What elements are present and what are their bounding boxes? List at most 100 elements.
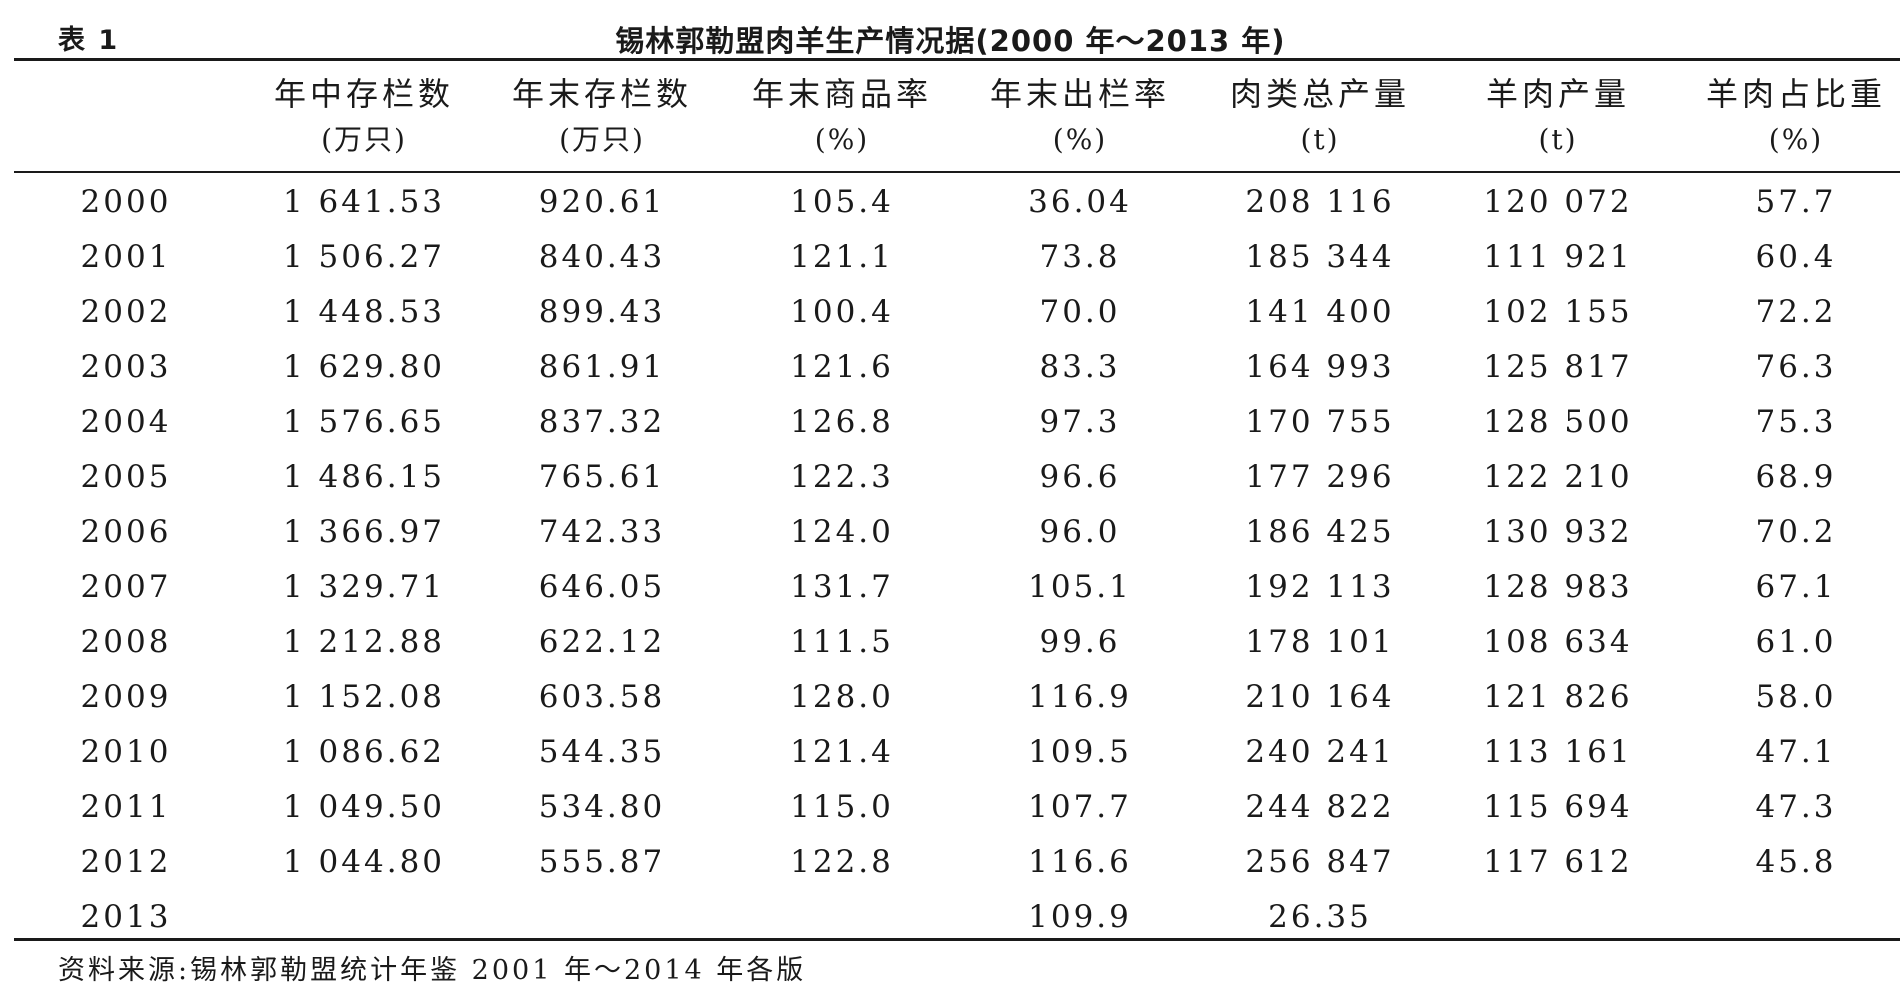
table-row: 2000 1 641.53 920.61 105.4 36.04 208 116…	[14, 175, 1900, 230]
cell-value: 765.61	[538, 459, 666, 495]
table-row: 2009 1 152.08 603.58 128.0 116.9 210 164…	[14, 670, 1900, 725]
cell-value: 58.0	[1755, 679, 1837, 715]
cell-value: 115.0	[790, 789, 894, 825]
cell-value: 73.8	[1039, 239, 1121, 275]
table-row: 2011 1 049.50 534.80 115.0 107.7 244 822…	[14, 780, 1900, 835]
cell-value: 61.0	[1755, 624, 1837, 660]
cell-value: 122 210	[1483, 459, 1633, 495]
header-cell-yearend-stock: 年末存栏数 (万只)	[511, 75, 692, 156]
cell-value	[244, 890, 484, 945]
cell-value: 1 329.71	[282, 569, 446, 605]
cell-value: 120 072	[1483, 184, 1633, 220]
table-caption: 表 1 锡林郭勒盟肉羊生产情况据(2000 年～2013 年)	[0, 8, 1901, 60]
cell-value	[722, 890, 962, 945]
cell-value: 105.4	[790, 184, 894, 220]
cell-value	[1438, 890, 1678, 945]
cell-value: 126.8	[790, 404, 894, 440]
source-note: 资料来源:锡林郭勒盟统计年鉴 2001 年～2014 年各版	[58, 955, 807, 986]
cell-value: 60.4	[1755, 239, 1837, 275]
bottom-rule	[14, 938, 1900, 941]
header-rule	[14, 171, 1900, 173]
cell-value: 124.0	[790, 514, 894, 550]
cell-value: 240 241	[1245, 734, 1395, 770]
cell-year: 2003	[80, 349, 172, 385]
cell-value	[1676, 890, 1901, 945]
table-row: 2007 1 329.71 646.05 131.7 105.1 192 113…	[14, 560, 1900, 615]
cell-value: 1 049.50	[282, 789, 446, 825]
header-cell-mutton-output: 羊肉产量 (t)	[1485, 75, 1630, 156]
cell-value: 121 826	[1483, 679, 1633, 715]
cell-value: 192 113	[1245, 569, 1395, 605]
cell-value: 26.35	[1268, 899, 1372, 935]
cell-value: 1 506.27	[282, 239, 446, 275]
cell-value: 117 612	[1483, 844, 1633, 880]
cell-value: 115 694	[1483, 789, 1633, 825]
cell-year: 2011	[80, 789, 172, 825]
cell-year: 2013	[80, 899, 172, 935]
table-row: 2005 1 486.15 765.61 122.3 96.6 177 296 …	[14, 450, 1900, 505]
cell-value: 555.87	[538, 844, 666, 880]
cell-value: 646.05	[538, 569, 666, 605]
cell-value: 170 755	[1245, 404, 1395, 440]
cell-value: 47.1	[1755, 734, 1837, 770]
cell-year: 2010	[80, 734, 172, 770]
cell-value: 121.4	[790, 734, 894, 770]
cell-value: 121.6	[790, 349, 894, 385]
table-row: 2004 1 576.65 837.32 126.8 97.3 170 755 …	[14, 395, 1900, 450]
cell-value: 178 101	[1245, 624, 1395, 660]
cell-year: 2006	[80, 514, 172, 550]
cell-value: 128.0	[790, 679, 894, 715]
table-header-row: 年中存栏数 (万只) 年末存栏数 (万只) 年末商品率 (%) 年末出栏率 (%…	[14, 61, 1900, 171]
cell-value: 1 366.97	[282, 514, 446, 550]
cell-value: 113 161	[1483, 734, 1633, 770]
cell-value: 210 164	[1245, 679, 1395, 715]
cell-year: 2001	[80, 239, 172, 275]
cell-value: 899.43	[538, 294, 666, 330]
header-cell-total-meat: 肉类总产量 (t)	[1229, 75, 1410, 156]
cell-value: 131.7	[790, 569, 894, 605]
cell-year: 2012	[80, 844, 172, 880]
cell-value: 185 344	[1245, 239, 1395, 275]
cell-value: 122.3	[790, 459, 894, 495]
table-row: 2010 1 086.62 544.35 121.4 109.5 240 241…	[14, 725, 1900, 780]
cell-value: 125 817	[1483, 349, 1633, 385]
cell-value: 116.6	[1028, 844, 1132, 880]
cell-value: 861.91	[538, 349, 666, 385]
top-rule	[14, 58, 1900, 61]
cell-value: 105.1	[1028, 569, 1132, 605]
cell-value: 100.4	[790, 294, 894, 330]
cell-value: 109.5	[1028, 734, 1132, 770]
cell-value: 70.2	[1755, 514, 1837, 550]
cell-value: 128 500	[1483, 404, 1633, 440]
cell-year: 2005	[80, 459, 172, 495]
cell-value: 208 116	[1245, 184, 1395, 220]
cell-value: 164 993	[1245, 349, 1395, 385]
cell-value: 1 641.53	[282, 184, 446, 220]
header-cell-slaughter-rate: 年末出栏率 (%)	[989, 75, 1170, 156]
cell-value: 186 425	[1245, 514, 1395, 550]
cell-value: 920.61	[538, 184, 666, 220]
cell-value: 36.04	[1028, 184, 1132, 220]
table-row: 2003 1 629.80 861.91 121.6 83.3 164 993 …	[14, 340, 1900, 395]
cell-value: 72.2	[1755, 294, 1837, 330]
cell-year: 2008	[80, 624, 172, 660]
cell-value: 1 086.62	[282, 734, 446, 770]
cell-value: 1 152.08	[282, 679, 446, 715]
header-cell-mutton-share: 羊肉占比重 (%)	[1705, 75, 1886, 156]
cell-value: 544.35	[538, 734, 666, 770]
cell-value: 108 634	[1483, 624, 1633, 660]
cell-value: 1 212.88	[282, 624, 446, 660]
cell-value: 47.3	[1755, 789, 1837, 825]
cell-value: 603.58	[538, 679, 666, 715]
cell-value: 742.33	[538, 514, 666, 550]
cell-value: 97.3	[1039, 404, 1121, 440]
cell-year: 2000	[80, 184, 172, 220]
cell-value: 1 629.80	[282, 349, 446, 385]
cell-value: 99.6	[1039, 624, 1121, 660]
table-label: 表 1	[58, 25, 120, 56]
cell-value: 57.7	[1755, 184, 1837, 220]
table-row: 2013 109.9 26.35	[14, 890, 1900, 945]
cell-value: 75.3	[1755, 404, 1837, 440]
table-row: 2008 1 212.88 622.12 111.5 99.6 178 101 …	[14, 615, 1900, 670]
table-row: 2006 1 366.97 742.33 124.0 96.0 186 425 …	[14, 505, 1900, 560]
